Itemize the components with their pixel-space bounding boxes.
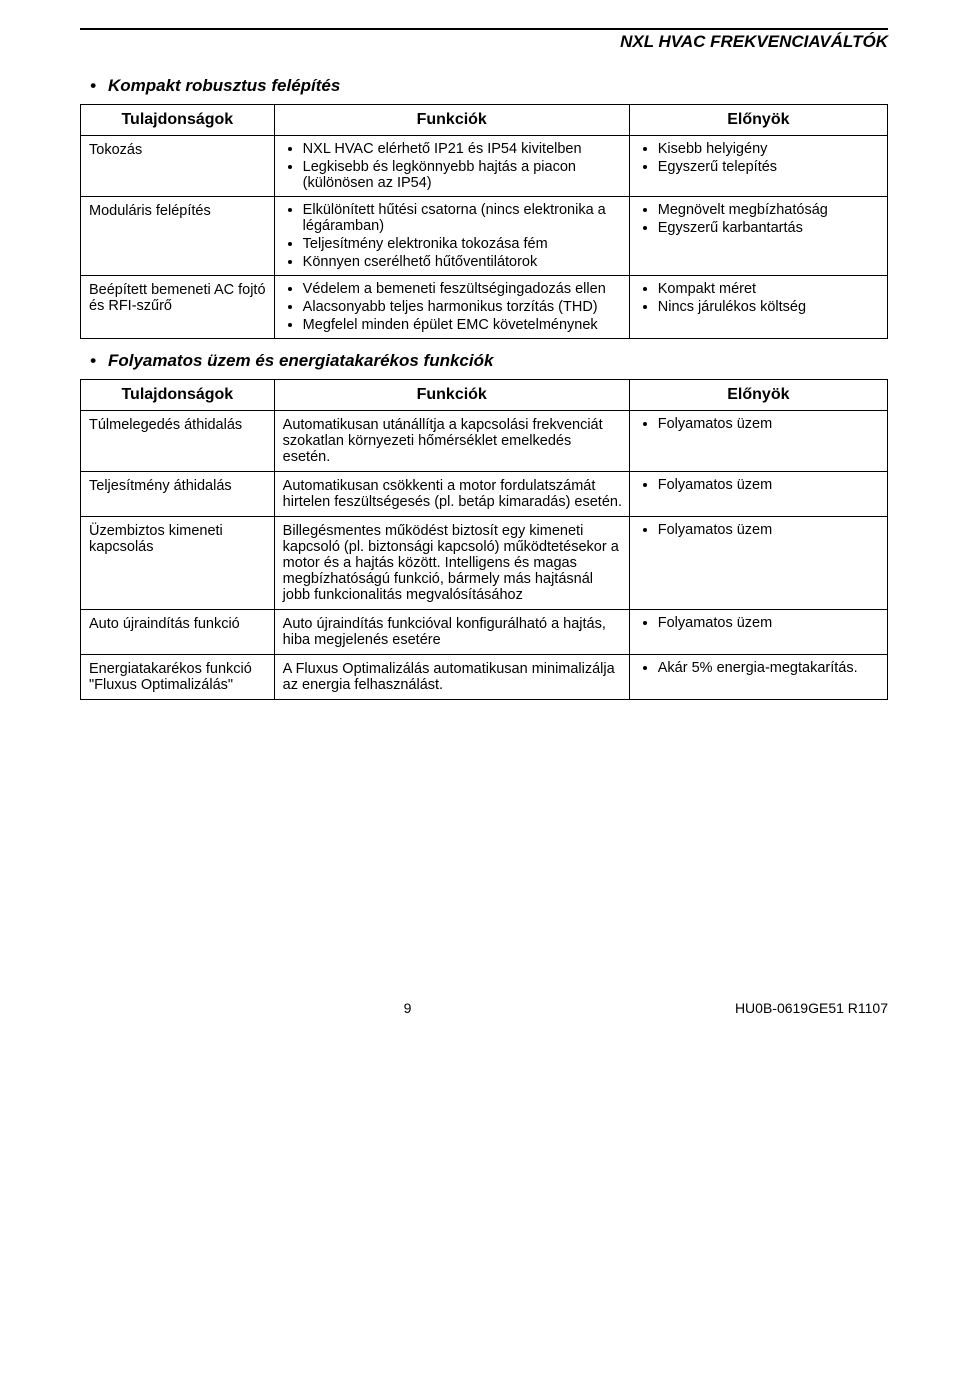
list-item: Folyamatos üzem [658,476,881,494]
footer-doc-ref: HU0B-0619GE51 R1107 [735,1000,888,1016]
list-item: Védelem a bemeneti feszültségingadozás e… [303,280,623,298]
cell-ben: Folyamatos üzem [629,411,887,472]
cell-ben: Folyamatos üzem [629,472,887,517]
func-text: Auto újraindítás funkcióval konfigurálha… [283,614,623,650]
func-list: Védelem a bemeneti feszültségingadozás e… [283,280,623,334]
cell-ben: Folyamatos üzem [629,610,887,655]
list-item: Könnyen cserélhető hűtőventilátorok [303,253,623,271]
footer: 9 HU0B-0619GE51 R1107 [80,1000,888,1016]
th-prop: Tulajdonságok [81,380,275,411]
func-text: Automatikusan csökkenti a motor fordulat… [283,476,623,512]
list-item: Akár 5% energia-megtakarítás. [658,659,881,677]
ben-list: Folyamatos üzem [638,521,881,539]
func-text: A Fluxus Optimalizálás automatikusan min… [283,659,623,695]
table-header-row: Tulajdonságok Funkciók Előnyök [81,105,888,136]
section2-heading: Folyamatos üzem és energiatakarékos funk… [90,351,888,371]
cell-func: Elkülönített hűtési csatorna (nincs elek… [274,197,629,276]
section1-heading: Kompakt robusztus felépítés [90,76,888,96]
table-row: Energiatakarékos funkció "Fluxus Optimal… [81,655,888,700]
prop-text: Energiatakarékos funkció "Fluxus Optimal… [89,659,268,695]
func-list: Elkülönített hűtési csatorna (nincs elek… [283,201,623,271]
list-item: Nincs járulékos költség [658,298,881,316]
table-row: Túlmelegedés áthidalás Automatikusan utá… [81,411,888,472]
th-ben: Előnyök [629,105,887,136]
table-row: Auto újraindítás funkció Auto újraindítá… [81,610,888,655]
header-divider [80,28,888,30]
list-item: Alacsonyabb teljes harmonikus torzítás (… [303,298,623,316]
table-header-row: Tulajdonságok Funkciók Előnyök [81,380,888,411]
prop-text: Túlmelegedés áthidalás [89,415,268,435]
prop-text: Beépített bemeneti AC fojtó és RFI-szűrő [89,280,268,316]
list-item: Egyszerű telepítés [658,158,881,176]
cell-ben: Folyamatos üzem [629,517,887,610]
th-ben: Előnyök [629,380,887,411]
list-item: Kompakt méret [658,280,881,298]
th-func: Funkciók [274,105,629,136]
prop-text: Tokozás [89,140,268,160]
cell-func: A Fluxus Optimalizálás automatikusan min… [274,655,629,700]
th-func: Funkciók [274,380,629,411]
ben-list: Folyamatos üzem [638,415,881,433]
footer-page-no: 9 [80,1000,735,1016]
cell-func: Auto újraindítás funkcióval konfigurálha… [274,610,629,655]
list-item: Megfelel minden épület EMC követelményne… [303,316,623,334]
list-item: Egyszerű karbantartás [658,219,881,237]
ben-list: Megnövelt megbízhatóság Egyszerű karbant… [638,201,881,237]
th-prop: Tulajdonságok [81,105,275,136]
ben-list: Akár 5% energia-megtakarítás. [638,659,881,677]
cell-func: Billegésmentes működést biztosít egy kim… [274,517,629,610]
prop-text: Auto újraindítás funkció [89,614,268,634]
cell-func: Automatikusan csökkenti a motor fordulat… [274,472,629,517]
list-item: Kisebb helyigény [658,140,881,158]
cell-prop: Üzembiztos kimeneti kapcsolás [81,517,275,610]
cell-prop: Auto újraindítás funkció [81,610,275,655]
cell-prop: Teljesítmény áthidalás [81,472,275,517]
func-text: Billegésmentes működést biztosít egy kim… [283,521,623,605]
list-item: Teljesítmény elektronika tokozása fém [303,235,623,253]
list-item: Megnövelt megbízhatóság [658,201,881,219]
cell-prop: Energiatakarékos funkció "Fluxus Optimal… [81,655,275,700]
func-text: Automatikusan utánállítja a kapcsolási f… [283,415,623,467]
ben-list: Kisebb helyigény Egyszerű telepítés [638,140,881,176]
table-row: Beépített bemeneti AC fojtó és RFI-szűrő… [81,276,888,339]
prop-text: Moduláris felépítés [89,201,268,221]
table-row: Üzembiztos kimeneti kapcsolás Billegésme… [81,517,888,610]
table-row: Moduláris felépítés Elkülönített hűtési … [81,197,888,276]
cell-ben: Megnövelt megbízhatóság Egyszerű karbant… [629,197,887,276]
cell-prop: Moduláris felépítés [81,197,275,276]
list-item: Legkisebb és legkönnyebb hajtás a piacon… [303,158,623,192]
func-list: NXL HVAC elérhető IP21 és IP54 kivitelbe… [283,140,623,192]
list-item: Folyamatos üzem [658,415,881,433]
cell-func: Automatikusan utánállítja a kapcsolási f… [274,411,629,472]
cell-prop: Beépített bemeneti AC fojtó és RFI-szűrő [81,276,275,339]
ben-list: Folyamatos üzem [638,476,881,494]
prop-text: Teljesítmény áthidalás [89,476,268,496]
list-item: Elkülönített hűtési csatorna (nincs elek… [303,201,623,235]
cell-ben: Kompakt méret Nincs járulékos költség [629,276,887,339]
ben-list: Folyamatos üzem [638,614,881,632]
cell-ben: Kisebb helyigény Egyszerű telepítés [629,136,887,197]
cell-func: NXL HVAC elérhető IP21 és IP54 kivitelbe… [274,136,629,197]
list-item: Folyamatos üzem [658,521,881,539]
cell-prop: Tokozás [81,136,275,197]
ben-list: Kompakt méret Nincs járulékos költség [638,280,881,316]
cell-func: Védelem a bemeneti feszültségingadozás e… [274,276,629,339]
list-item: NXL HVAC elérhető IP21 és IP54 kivitelbe… [303,140,623,158]
list-item: Folyamatos üzem [658,614,881,632]
cell-prop: Túlmelegedés áthidalás [81,411,275,472]
doc-header-title: NXL HVAC FREKVENCIAVÁLTÓK [80,32,888,52]
table-section2: Tulajdonságok Funkciók Előnyök Túlmelege… [80,379,888,700]
table-row: Tokozás NXL HVAC elérhető IP21 és IP54 k… [81,136,888,197]
prop-text: Üzembiztos kimeneti kapcsolás [89,521,268,557]
table-section1: Tulajdonságok Funkciók Előnyök Tokozás N… [80,104,888,339]
cell-ben: Akár 5% energia-megtakarítás. [629,655,887,700]
table-row: Teljesítmény áthidalás Automatikusan csö… [81,472,888,517]
